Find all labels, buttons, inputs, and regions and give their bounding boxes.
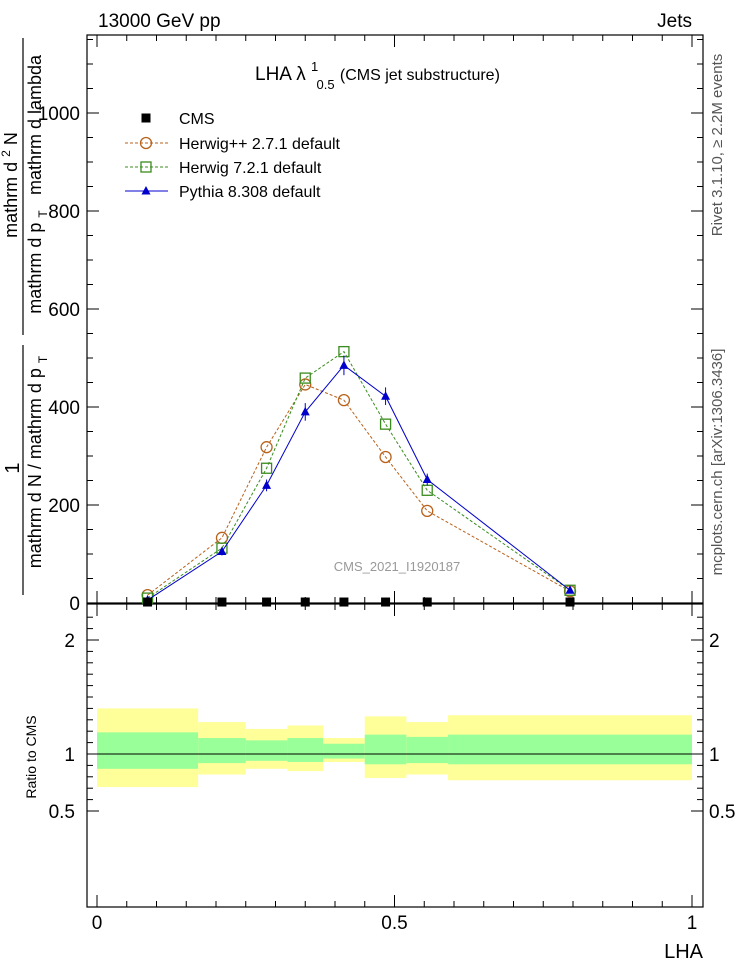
series-point xyxy=(217,546,227,556)
series-line-1 xyxy=(147,383,571,596)
ratio-ticks: 0.5 0.5 1 1 2 2 0 0.5 1 xyxy=(49,604,735,934)
series-point xyxy=(262,597,272,607)
ratio-xtick-label: 1 xyxy=(687,913,698,934)
series-line-2 xyxy=(147,350,571,599)
series-0 xyxy=(143,597,575,607)
series-point xyxy=(379,418,392,430)
analysis-watermark: CMS_2021_I1920187 xyxy=(334,559,461,574)
ratio-ytick-label: 0.5 xyxy=(49,802,75,823)
main-ytick-label: 400 xyxy=(48,398,80,419)
main-ylabel: 1 mathrm d N / mathrm d p T mathrm d 2 N… xyxy=(0,38,50,595)
ratio-ytick-label-right: 1 xyxy=(709,745,720,766)
main-ticks: 0 200 400 600 800 1000 xyxy=(38,35,703,615)
ratio-ytick-label: 2 xyxy=(64,631,75,652)
ratio-ytick-label-right: 0.5 xyxy=(709,802,735,823)
ratio-inner-band-1 xyxy=(198,738,246,764)
rivet-label: Rivet 3.1.10, ≥ 2.2M events xyxy=(709,54,726,237)
series-point xyxy=(337,393,351,407)
ratio-inner-band-7 xyxy=(448,734,692,765)
plot-title: LHA λ 1 0.5 (CMS jet substructure) xyxy=(255,55,500,94)
ylabel-line3-main: mathrm d p xyxy=(25,223,45,314)
ylabel-line3: mathrm d p T xyxy=(25,210,50,314)
series-point xyxy=(339,597,349,607)
main-ytick-label: 800 xyxy=(48,202,80,223)
ylabel-numerator: 1 xyxy=(2,462,24,473)
legend-marker-3 xyxy=(141,186,151,195)
series-3 xyxy=(143,355,575,604)
series-point xyxy=(381,391,391,400)
series-point xyxy=(565,585,575,594)
main-ytick-label: 200 xyxy=(48,496,80,517)
header-jets-label: Jets xyxy=(657,11,692,32)
series-line-3 xyxy=(147,364,571,601)
main-ytick-label: 0 xyxy=(69,594,80,615)
legend-label-3: Pythia 8.308 default xyxy=(179,184,321,201)
ratio-ytick-label-right: 2 xyxy=(709,631,720,652)
ratio-ylabel: Ratio to CMS xyxy=(23,715,39,798)
series-point xyxy=(300,597,310,607)
ylabel-line1: mathrm d N / mathrm d p T xyxy=(25,355,50,568)
legend-marker-2 xyxy=(140,161,152,173)
series-point xyxy=(381,597,391,607)
xlabel: LHA xyxy=(664,941,704,963)
series-point xyxy=(379,450,392,464)
ratio-bands xyxy=(97,708,692,788)
ylabel-line2-sup: 2 xyxy=(0,150,13,157)
main-ytick-label: 600 xyxy=(48,300,80,321)
series-point xyxy=(565,597,575,607)
ratio-inner-band-0 xyxy=(97,732,199,769)
ratio-ytick-label: 1 xyxy=(64,745,75,766)
plot-title-main: LHA λ xyxy=(255,64,306,85)
legend-label-0: CMS xyxy=(179,111,215,128)
plot-title-rest: (CMS jet substructure) xyxy=(340,67,500,84)
series-point xyxy=(143,597,153,607)
ratio-inner-band-2 xyxy=(245,740,288,761)
legend-marker-0 xyxy=(141,113,151,123)
series-point xyxy=(260,441,273,454)
legend-label-1: Herwig++ 2.7.1 default xyxy=(179,136,341,153)
plot-title-sub: 0.5 xyxy=(317,77,335,92)
series-layer xyxy=(141,345,577,607)
legend-marker-1 xyxy=(139,136,153,150)
series-point xyxy=(422,474,432,484)
ylabel-line1-main: mathrm d N / mathrm d p xyxy=(25,368,45,568)
ylabel-line1-sub: T xyxy=(36,355,50,363)
series-point xyxy=(262,480,272,489)
legend: CMS Herwig++ 2.7.1 default Herwig 7.2.1 de… xyxy=(125,111,341,201)
ylabel-line4: mathrm d lambda xyxy=(25,54,45,195)
ylabel-line3-sub: T xyxy=(36,210,50,218)
ratio-inner-band-3 xyxy=(287,738,324,762)
legend-label-2: Herwig 7.2.1 default xyxy=(179,160,322,177)
series-point xyxy=(260,462,273,474)
series-point xyxy=(421,504,434,518)
ratio-xtick-label: 0.5 xyxy=(381,913,407,934)
ylabel-line2-end: N xyxy=(1,132,21,145)
ratio-inner-band-6 xyxy=(406,736,449,764)
header-energy-label: 13000 GeV pp xyxy=(98,11,221,32)
ylabel-line2: mathrm d 2 N xyxy=(0,132,21,238)
mcplots-label: mcplots.cern.ch [arXiv:1306.3436] xyxy=(709,349,726,576)
series-point xyxy=(299,372,311,384)
plot-title-sup: 1 xyxy=(311,59,318,74)
ylabel-line2-main: mathrm d xyxy=(1,162,21,238)
series-point xyxy=(300,406,310,416)
series-point xyxy=(422,597,432,607)
series-point xyxy=(217,597,227,607)
ratio-xtick-label: 0 xyxy=(92,913,103,934)
series-point xyxy=(339,360,349,369)
series-point xyxy=(299,378,312,391)
ratio-inner-band-4 xyxy=(323,743,365,759)
ratio-inner-band-5 xyxy=(364,734,407,765)
main-ytick-label: 1000 xyxy=(38,104,80,125)
